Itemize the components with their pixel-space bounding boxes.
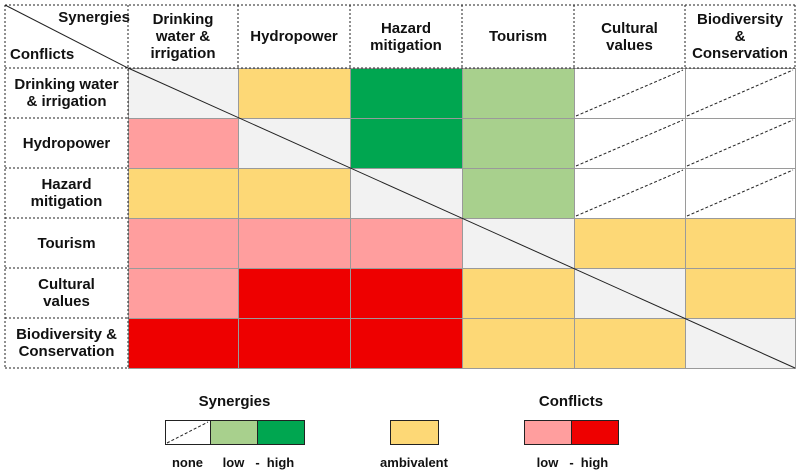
legend-title: Conflicts <box>538 392 604 410</box>
matrix-cell <box>574 318 686 369</box>
matrix-cell <box>238 268 351 319</box>
hatch <box>575 69 684 117</box>
matrix-cell <box>350 318 463 369</box>
column-header: Hazard mitigation <box>370 19 442 54</box>
row-header: Hazard mitigation <box>30 176 103 210</box>
main-diagonal <box>127 67 796 369</box>
hatch <box>575 169 684 217</box>
hatch <box>686 169 794 217</box>
matrix-cell <box>685 118 796 169</box>
matrix-cell <box>128 268 239 319</box>
legend-label: high <box>266 454 295 470</box>
column-header: Biodiversity & Conservation <box>692 11 788 62</box>
matrix-cell <box>462 168 575 219</box>
column-header: Cultural values <box>601 19 658 54</box>
legend-label: - <box>255 454 260 470</box>
corner-diagonal <box>4 4 129 69</box>
matrix-cell <box>574 68 686 119</box>
column-header: Tourism <box>488 28 548 45</box>
legend-label: low <box>222 454 245 470</box>
legend-label: low <box>536 454 559 470</box>
legend-swatch <box>210 420 258 445</box>
matrix-cell <box>574 118 686 169</box>
row-header: Tourism <box>37 234 96 252</box>
matrix-cell <box>462 268 575 319</box>
legend-label: - <box>569 454 574 470</box>
matrix-cell <box>350 268 463 319</box>
corner-conflicts: Conflicts <box>10 45 75 63</box>
matrix-cell <box>238 118 351 169</box>
legend-swatch <box>257 420 305 445</box>
matrix-cell <box>238 218 351 269</box>
legend-swatch <box>571 420 619 445</box>
column-header: Drinking water & irrigation <box>150 11 216 62</box>
row-header: Biodiversity & Conservation <box>16 326 117 360</box>
hatch <box>686 69 794 117</box>
legend-swatch <box>390 420 439 445</box>
matrix-cell <box>685 168 796 219</box>
row-header: Drinking water & irrigation <box>14 76 119 110</box>
matrix-cell <box>462 318 575 369</box>
legend-label: none <box>171 454 204 470</box>
matrix-cell <box>350 118 463 169</box>
matrix-cell <box>685 68 796 119</box>
matrix-cell <box>128 318 239 369</box>
legend-label: ambivalent <box>380 454 448 470</box>
hatch <box>166 421 209 444</box>
corner-synergies: Synergies <box>58 8 130 26</box>
column-header: Hydropower <box>250 28 338 45</box>
legend-label: high <box>580 454 609 470</box>
row-header: Cultural values <box>38 276 95 310</box>
row-header: Hydropower <box>22 134 111 152</box>
matrix-cell <box>128 168 239 219</box>
hatch <box>686 119 794 167</box>
matrix-cell <box>238 318 351 369</box>
legend-title: Synergies <box>198 392 271 410</box>
hatch <box>575 119 684 167</box>
